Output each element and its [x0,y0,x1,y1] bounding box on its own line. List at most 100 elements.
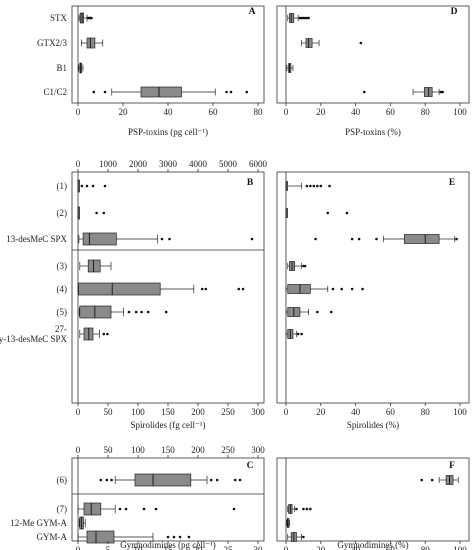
bottom-axis-tick-label: 5 [106,545,111,550]
bottom-axis-tick-label: 0 [76,407,81,417]
category-label: STX [50,13,68,23]
outlier-point [245,90,249,94]
box-A-1 [81,37,104,49]
category-label: (2) [57,208,68,218]
box-iqr [79,305,112,319]
category-label: 13-desMeC SPX [6,234,67,244]
bottom-axis-tick-label: 60 [386,407,396,417]
box-A-2 [78,62,84,74]
top-axis-tick-label: 0 [76,159,81,169]
bottom-axis-tick-label: 0 [284,107,289,117]
outlier-point [238,478,242,482]
box-iqr [87,259,101,273]
outlier-point [127,310,131,314]
box-iqr [140,86,182,98]
outlier-point [164,310,168,314]
bottom-axis-tick-label: 30 [254,545,264,550]
x-axis-label-E: Spirolides (%) [347,420,399,430]
outlier-point [241,287,245,291]
outlier-point [229,90,233,94]
panel-frame-F [276,457,470,542]
bottom-axis-tick-label: 0 [76,545,81,550]
category-label: (3) [57,261,68,271]
outlier-point [350,237,354,241]
outlier-point [124,507,128,511]
box-E-1 [285,208,349,218]
box-E-5 [285,307,333,317]
outlier-point [166,535,170,539]
outlier-point [233,478,237,482]
category-label: C1/C2 [43,87,67,97]
outlier-point [300,332,303,336]
outlier-point [326,211,330,215]
top-axis-tick-label: 4000 [189,159,208,169]
panel-label-E: E [449,178,455,188]
box-C-0 [99,473,242,487]
box-B-5 [78,305,168,319]
bottom-axis-tick-label: 150 [161,407,175,417]
outlier-point [375,237,378,241]
x-axis-label-F: Gymnodimines (%) [337,540,408,550]
bottom-axis-tick-label: 100 [453,107,467,117]
panel-frame-C [71,457,265,542]
outlier-point [105,478,109,482]
outlier-point [160,237,164,241]
outlier-point [225,90,228,94]
outlier-point [142,507,146,511]
category-label: (7) [57,504,68,514]
box-iqr [403,234,440,244]
outlier-point [328,184,331,188]
category-label: (1) [57,181,68,191]
box-E-0 [285,181,331,191]
outlier-point [209,478,213,482]
outlier-point [309,507,312,511]
box-F-3 [287,532,305,542]
outlier-point [103,90,107,94]
outlier-point [90,16,93,20]
outlier-point [146,310,150,314]
box-B-0 [77,179,107,193]
box-iqr [82,232,117,246]
bottom-axis-tick-label: 20 [194,545,204,550]
outlier-point [302,507,305,511]
box-C-2 [78,516,86,530]
outlier-point [110,478,113,482]
outlier-point [305,507,309,511]
outlier-point [305,184,309,188]
panel-label-B: B [247,178,254,188]
category-label: GYM-A [37,532,68,542]
panel-label-C: C [247,461,254,471]
bottom-axis-tick-label: 0 [284,407,289,417]
top-axis-tick-label: 100 [131,445,145,455]
box-iqr [78,282,161,296]
bottom-axis-tick-label: 200 [191,407,205,417]
outlier-point [103,184,107,188]
top-axis-tick-label: 1000 [99,159,118,169]
outlier-point [250,237,254,241]
box-iqr [86,37,96,49]
outlier-point [200,287,204,291]
box-D-2 [286,63,294,73]
box-B-1 [77,206,106,220]
bottom-axis-tick-label: 0 [284,545,289,550]
bottom-axis-tick-label: 40 [351,407,361,417]
outlier-point [302,535,305,539]
outlier-point [296,332,300,336]
bottom-axis-tick-label: 20 [119,107,129,117]
box-D-0 [287,13,310,23]
box-B-4 [77,282,245,296]
outlier-point [92,90,96,94]
outlier-point [430,478,434,482]
box-E-2 [314,234,458,244]
outlier-point [91,184,95,188]
box-F-0 [420,475,459,485]
bottom-axis-tick-label: 250 [221,407,235,417]
bottom-axis-tick-label: 80 [421,545,431,550]
category-label: GTX2/3 [37,38,67,48]
bottom-axis-tick-label: 100 [453,407,467,417]
category-label: (6) [57,475,68,485]
bottom-axis-tick-label: 40 [351,545,361,550]
category-label: 27-hydroxy-13-desMeC SPX [0,324,67,344]
box-iqr [86,530,115,544]
